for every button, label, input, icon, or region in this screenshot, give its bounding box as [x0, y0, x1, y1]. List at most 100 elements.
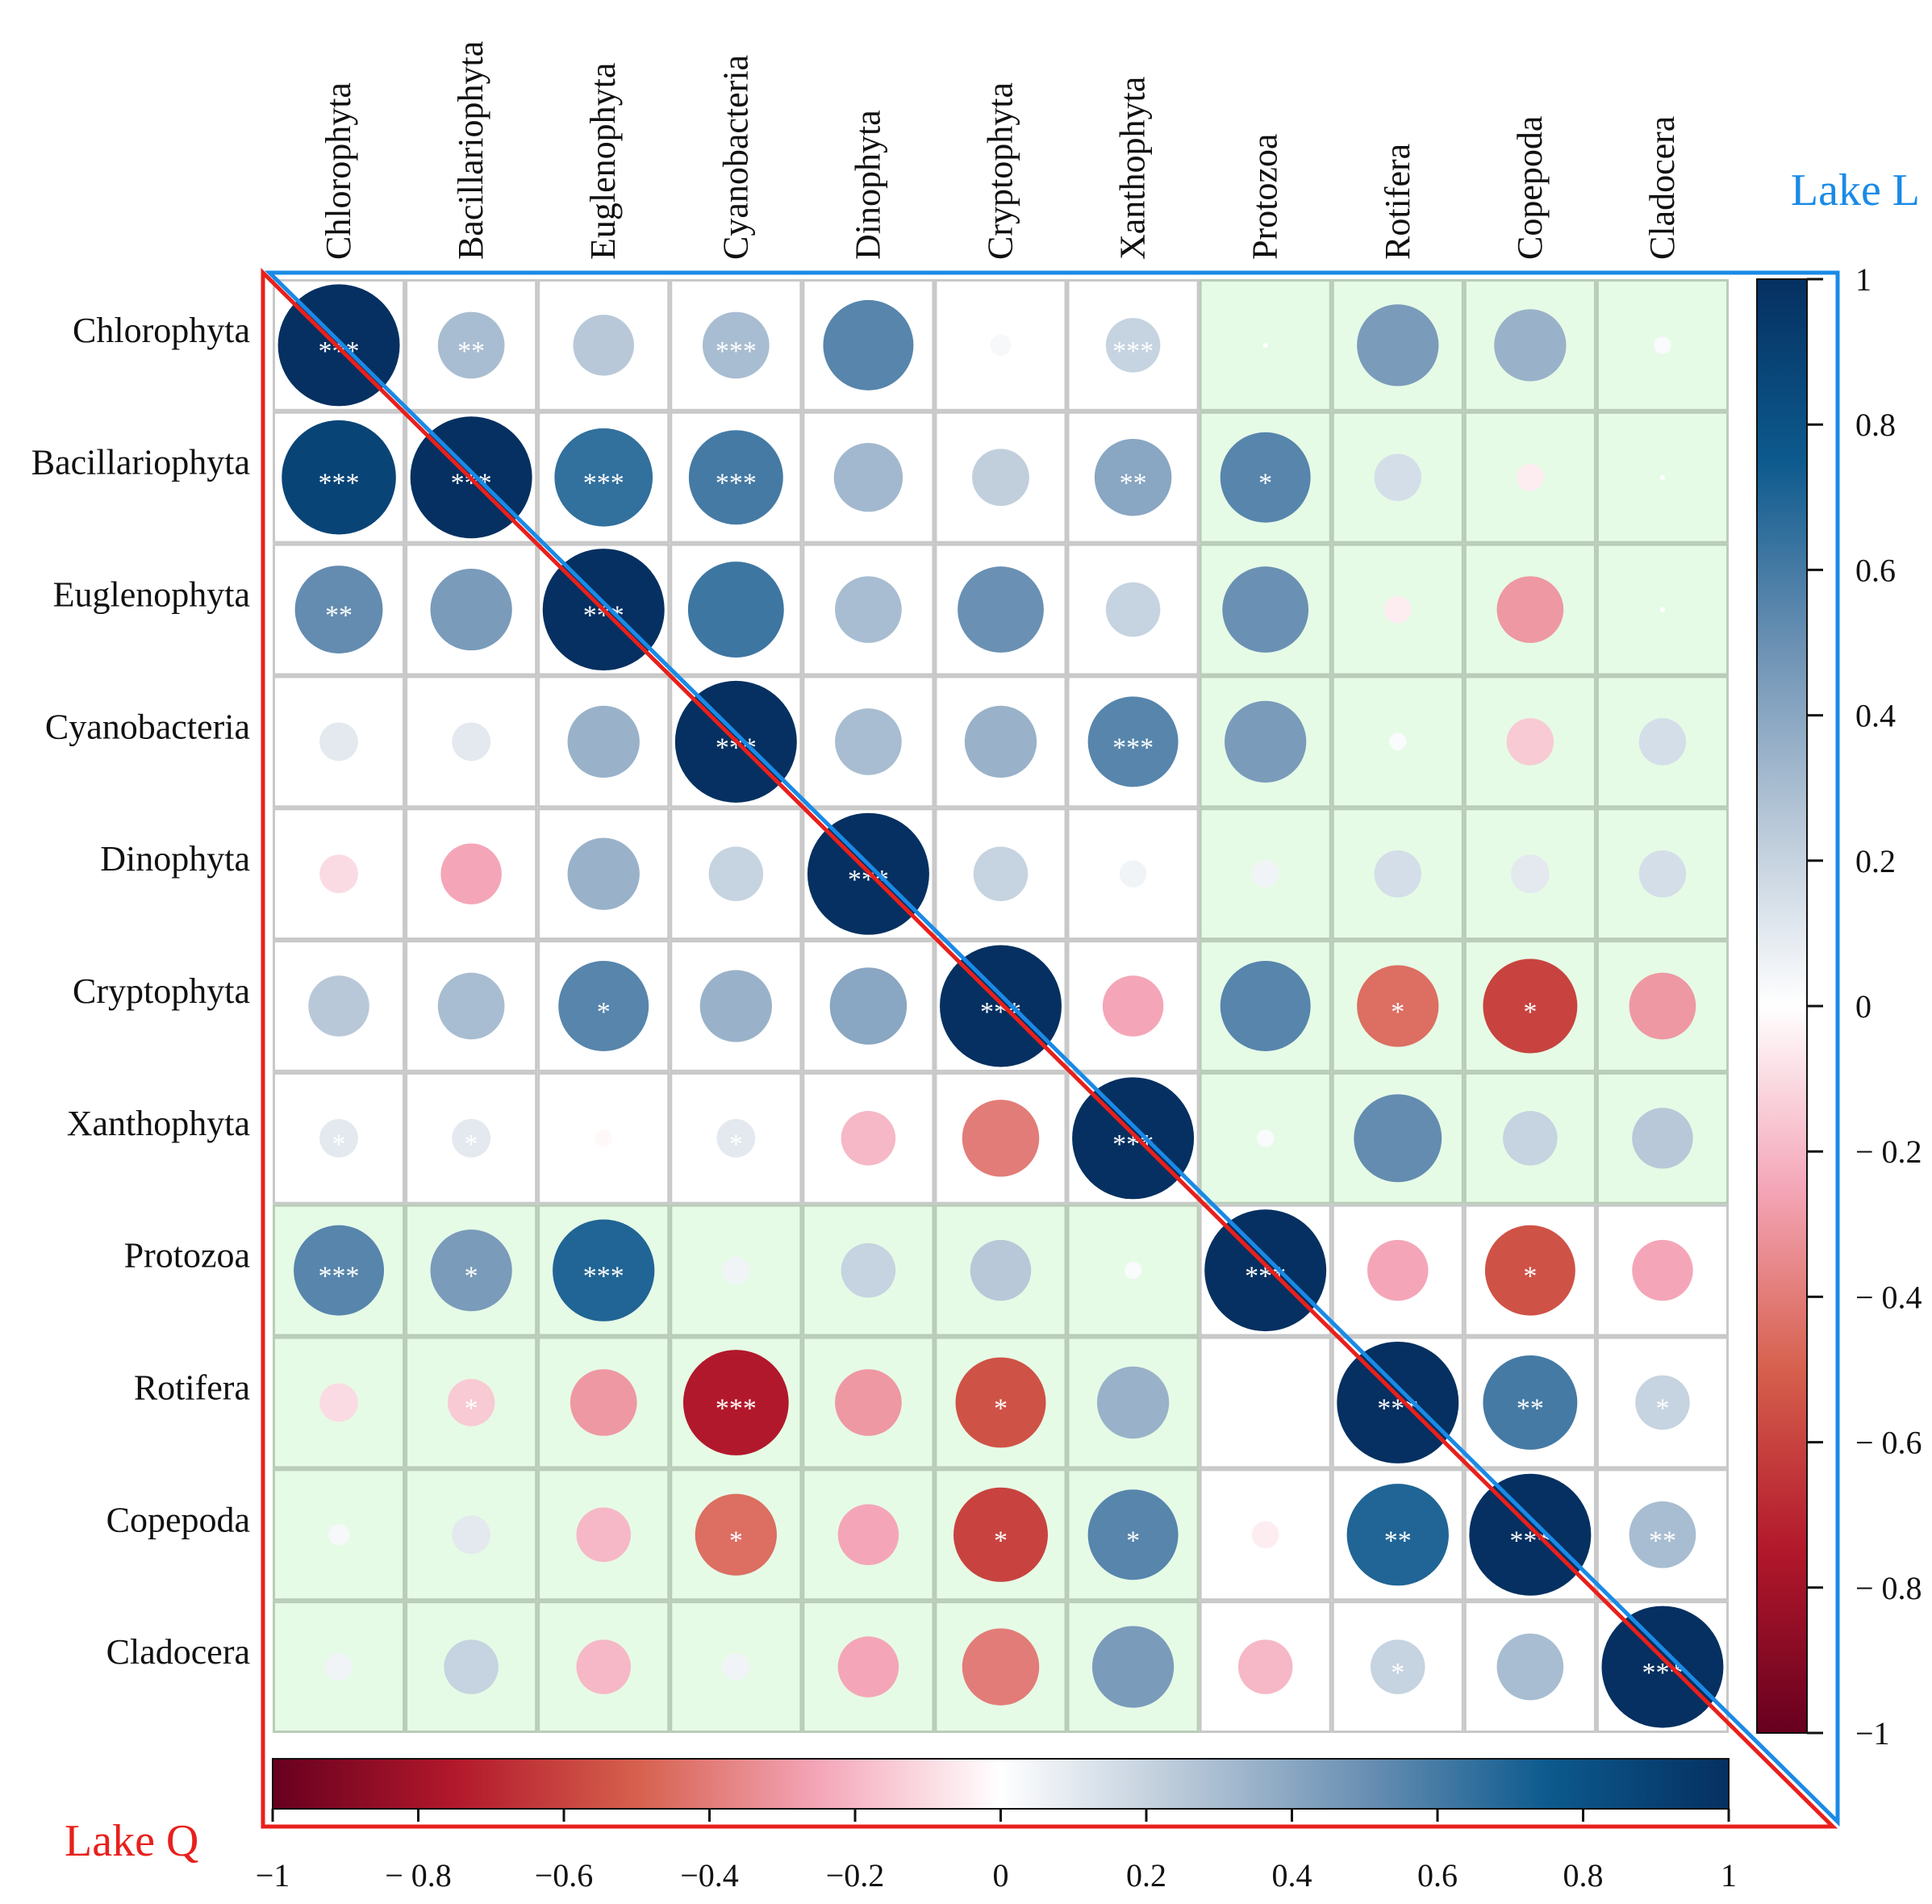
correlation-circle: [1124, 1261, 1142, 1280]
correlation-circle: [1220, 432, 1311, 523]
grid-cell: [1596, 675, 1729, 808]
correlation-circle: [829, 967, 908, 1045]
correlation-circle: [699, 970, 772, 1042]
grid-cell: [537, 1336, 670, 1469]
grid-cell: [1331, 411, 1464, 544]
grid-cell: [670, 808, 803, 941]
correlation-circle: [1251, 1521, 1279, 1549]
grid-cell: [802, 1468, 935, 1601]
grid-cell: [537, 1204, 670, 1337]
significance-label: *: [465, 1393, 478, 1423]
correlation-circle: [973, 846, 1029, 901]
right-tick-label: − 0.4: [1855, 1279, 1922, 1315]
grid-cell: [670, 1204, 803, 1337]
correlation-circle: [962, 1628, 1040, 1706]
correlation-circle: [1087, 1489, 1179, 1580]
correlation-circle: [1601, 1605, 1724, 1728]
correlation-circle: [716, 1118, 756, 1158]
grid-cell: [1199, 1204, 1332, 1337]
bottom-tick-label: −0.4: [680, 1857, 739, 1894]
grid-cell: [537, 279, 670, 411]
correlation-circle: [835, 1369, 902, 1436]
correlation-circle: [1494, 309, 1567, 382]
bottom-tick-label: 0.8: [1563, 1857, 1604, 1894]
row-label: Euglenophyta: [53, 575, 250, 615]
grid-cell: [802, 675, 935, 808]
grid-cell: [537, 543, 670, 676]
column-label: Rotifera: [1378, 144, 1417, 260]
correlation-circles: [277, 284, 1724, 1728]
grid-cell: [1331, 675, 1464, 808]
correlation-circle: [1516, 463, 1544, 491]
grid-cell: [802, 279, 935, 411]
lake-l-frame: [264, 270, 1840, 1827]
correlation-circle: [452, 722, 491, 762]
significance-label: *: [994, 1393, 1008, 1423]
bottom-colorbar-ticks: −1 − 0.8 −0.6 −0.4 −0.2 0 0.2 0.4 0.6 0.8 1: [256, 1809, 1737, 1894]
grid-cell: [934, 940, 1067, 1072]
significance-label: ***: [716, 469, 757, 499]
column-label: Xanthophyta: [1113, 77, 1153, 260]
grid-cell: [1596, 1468, 1729, 1601]
bottom-tick-label: 0: [993, 1857, 1009, 1894]
grid-cell: [1066, 1468, 1200, 1601]
significance-label: *: [1523, 1262, 1537, 1292]
correlation-circle: [1087, 696, 1179, 787]
correlation-circle: [1629, 1501, 1696, 1568]
grid-cell: [1199, 675, 1332, 808]
grid-cell: [1596, 940, 1729, 1072]
column-label: Bacillariophyta: [451, 41, 490, 260]
right-tick-label: − 0.2: [1855, 1134, 1922, 1170]
grid-cell: [1066, 675, 1200, 808]
grid-cell: [1199, 1468, 1332, 1601]
significance-label: *: [597, 997, 611, 1027]
significance-label: *: [729, 1526, 743, 1555]
correlation-circle: [1354, 1094, 1442, 1183]
grid-cell: [273, 1071, 406, 1205]
grid-cell: [273, 543, 406, 676]
correlation-circle: [1638, 850, 1687, 898]
correlation-circle: [1119, 860, 1147, 888]
grid-cell: [934, 411, 1067, 544]
row-label: Protozoa: [124, 1236, 250, 1276]
grid-cell: [1066, 1071, 1200, 1205]
grid-cell: [1331, 1204, 1464, 1337]
correlation-circle: [1237, 1639, 1293, 1694]
grid-cell: [670, 543, 803, 676]
correlation-circle: [990, 334, 1012, 356]
grid-cell: [273, 808, 406, 941]
correlation-circle: [328, 1524, 350, 1546]
bottom-tick-label: −1: [256, 1857, 290, 1894]
grid-cell: [1331, 279, 1464, 411]
grid-cell: [1331, 1468, 1464, 1601]
correlation-circle: [553, 1219, 655, 1322]
correlation-circle: [1383, 595, 1412, 624]
correlation-circle: [837, 1636, 899, 1697]
correlation-circle: [1496, 1633, 1564, 1701]
right-tick-label: 1: [1855, 261, 1871, 298]
bottom-tick-label: 1: [1721, 1857, 1737, 1894]
row-label: Dinophyta: [100, 839, 250, 879]
grid-cell: [1463, 1468, 1596, 1601]
grid-cell: [273, 1336, 406, 1469]
significance-label: *: [1523, 997, 1537, 1027]
significance-label: **: [1649, 1526, 1676, 1555]
correlation-circle: [567, 837, 640, 910]
correlation-circle: [970, 1239, 1032, 1301]
correlation-circle: [708, 846, 764, 901]
grid-cell: [405, 1204, 538, 1337]
grid-cell: [670, 1336, 803, 1469]
grid: [273, 279, 1729, 1733]
correlation-circle: [1632, 1239, 1693, 1301]
grid-cell: [537, 1601, 670, 1733]
correlation-circle: [1094, 438, 1172, 516]
significance-label: *: [1126, 1526, 1140, 1555]
grid-cell: [802, 1071, 935, 1205]
grid-cell: [405, 940, 538, 1072]
lake-l-label: Lake L: [1791, 165, 1920, 215]
grid-cell: [405, 808, 538, 941]
right-tick-label: − 0.6: [1855, 1425, 1922, 1461]
grid-cell: [405, 675, 538, 808]
grid-cell: [537, 808, 670, 941]
significance-label: *: [994, 1526, 1008, 1555]
